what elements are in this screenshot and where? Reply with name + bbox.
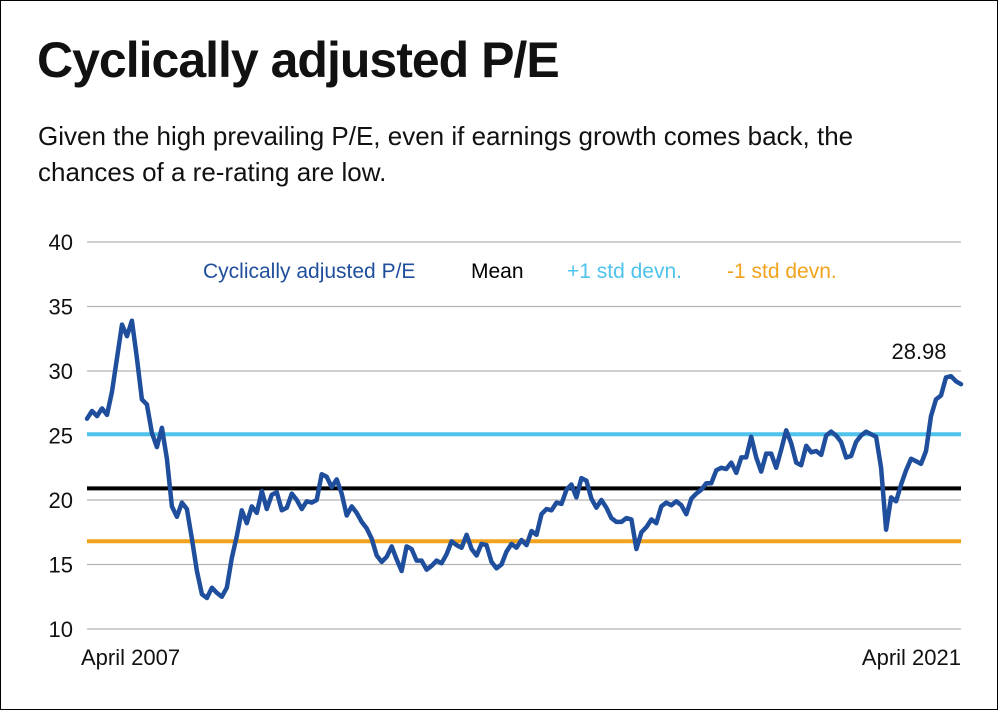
legend-item-mean: Mean	[471, 260, 524, 283]
x-tick-label-end: April 2021	[862, 645, 961, 670]
y-tick-label: 40	[49, 230, 73, 255]
y-tick-label: 10	[49, 617, 73, 642]
chart-title: Cyclically adjusted P/E	[37, 32, 560, 88]
y-tick-label: 35	[49, 295, 73, 320]
legend-item-cyclically-adjusted-pe: Cyclically adjusted P/E	[203, 260, 415, 283]
x-axis: April 2007 April 2021	[81, 645, 961, 670]
series-line-cyclically-adjusted-pe	[84, 318, 964, 601]
legend-item-plus-std: +1 std devn.	[567, 260, 682, 283]
last-value-annotation: 28.98	[891, 339, 946, 364]
y-tick-label: 15	[49, 553, 73, 578]
reference-lines	[87, 432, 961, 544]
chart-subtitle: Given the high prevailing P/E, even if e…	[38, 121, 854, 187]
y-tick-label: 25	[49, 424, 73, 449]
y-tick-label: 30	[49, 359, 73, 384]
x-tick-label-start: April 2007	[81, 645, 180, 670]
legend-item-minus-std: -1 std devn.	[727, 260, 837, 283]
legend: Cyclically adjusted P/E Mean +1 std devn…	[203, 260, 837, 283]
series-layer	[84, 318, 964, 601]
y-tick-label: 20	[49, 488, 73, 513]
